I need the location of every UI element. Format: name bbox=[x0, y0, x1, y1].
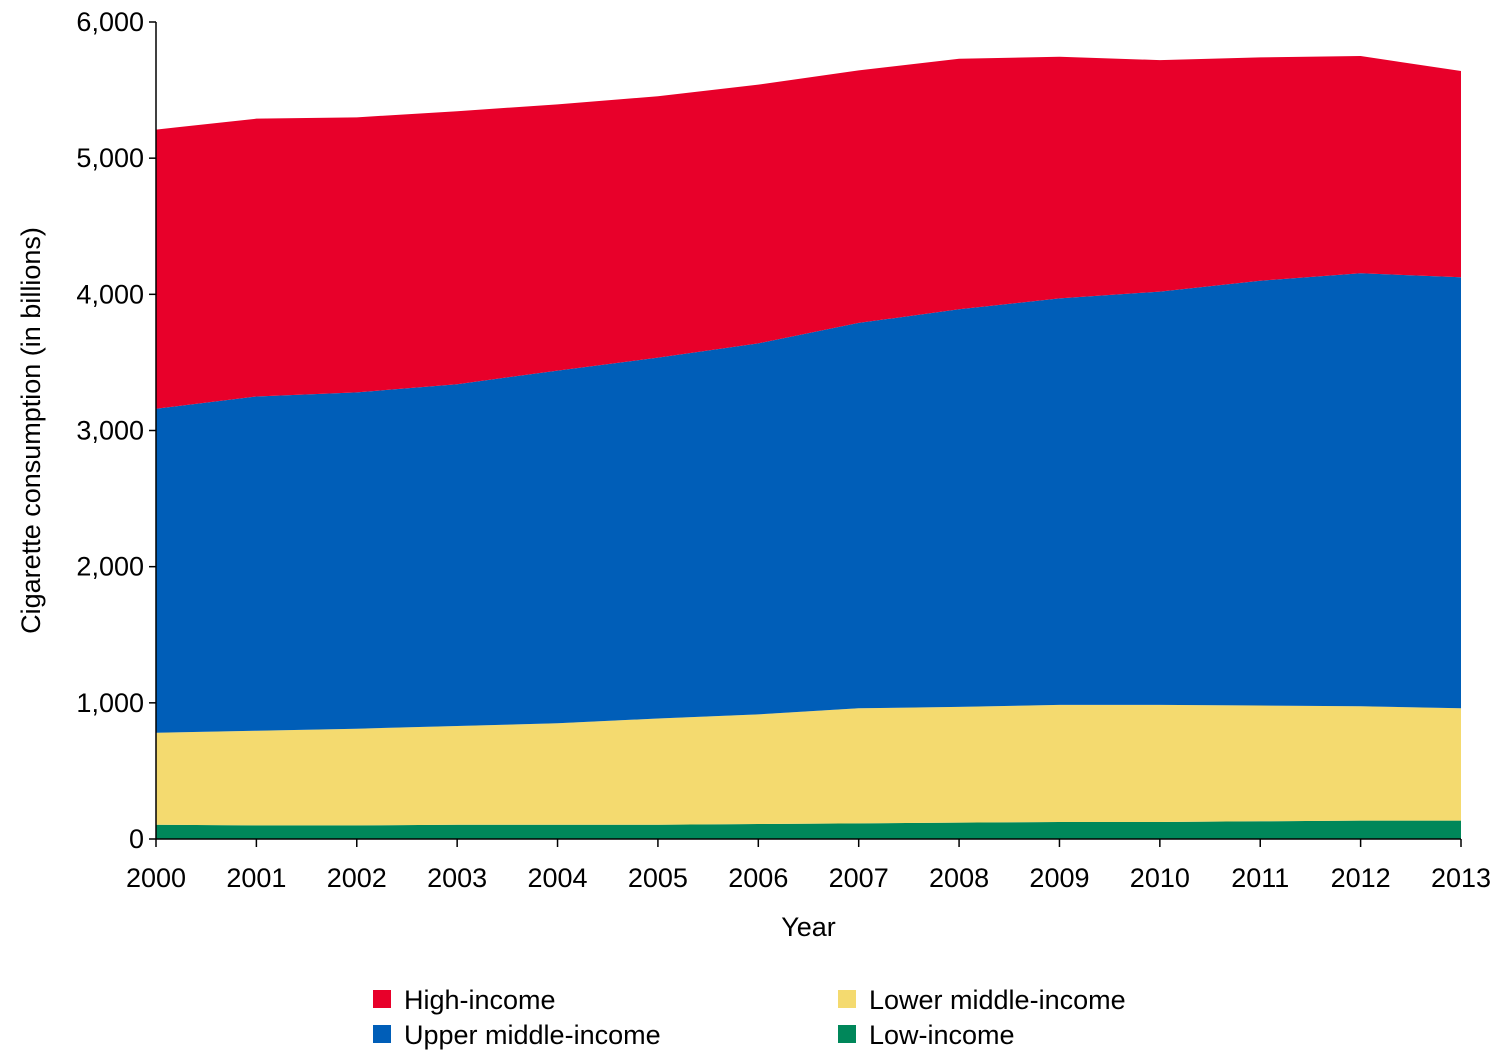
legend-label: Lower middle-income bbox=[869, 985, 1126, 1015]
x-tick-label: 2010 bbox=[1130, 863, 1190, 893]
x-tick-label: 2003 bbox=[427, 863, 487, 893]
y-tick-label: 5,000 bbox=[76, 143, 144, 173]
legend-label: Upper middle-income bbox=[404, 1020, 661, 1050]
area-series-group bbox=[156, 56, 1461, 839]
x-tick-label: 2004 bbox=[527, 863, 587, 893]
legend-item-high-income: High-income bbox=[373, 985, 556, 1015]
x-tick-label: 2008 bbox=[929, 863, 989, 893]
axes-group bbox=[149, 21, 1462, 847]
legend-swatch bbox=[373, 990, 391, 1008]
x-tick-label: 2009 bbox=[1029, 863, 1089, 893]
x-tick-label: 2011 bbox=[1231, 863, 1289, 893]
area-lower-middle-income bbox=[156, 704, 1461, 826]
y-tick-label: 6,000 bbox=[76, 7, 144, 37]
x-tick-label: 2012 bbox=[1331, 863, 1391, 893]
legend-swatch bbox=[838, 990, 856, 1008]
x-tick-label: 2005 bbox=[628, 863, 688, 893]
y-tick-label: 4,000 bbox=[76, 279, 144, 309]
y-tick-label: 3,000 bbox=[76, 416, 144, 446]
legend-swatch bbox=[373, 1025, 391, 1043]
x-tick-label: 2000 bbox=[126, 863, 186, 893]
x-axis-title: Year bbox=[781, 912, 836, 942]
y-tick-label: 2,000 bbox=[76, 552, 144, 582]
legend-swatch bbox=[838, 1025, 856, 1043]
y-axis-title: Cigarette consumption (in billions) bbox=[16, 227, 46, 634]
legend-label: High-income bbox=[404, 985, 556, 1015]
tick-labels-group: 0 1,000 2,000 3,000 4,000 5,000 6,000 2000 2001 2… bbox=[76, 7, 1491, 893]
y-tick-label: 1,000 bbox=[76, 688, 144, 718]
area-upper-middle-income bbox=[156, 273, 1461, 733]
x-tick-label: 2007 bbox=[829, 863, 889, 893]
legend-label: Low-income bbox=[869, 1020, 1015, 1050]
area-high-income bbox=[156, 56, 1461, 409]
legend-item-upper-middle-income: Upper middle-income bbox=[373, 1020, 661, 1050]
y-tick-label: 0 bbox=[129, 824, 144, 854]
area-low-income bbox=[156, 820, 1461, 839]
x-tick-label: 2013 bbox=[1431, 863, 1491, 893]
x-tick-label: 2006 bbox=[728, 863, 788, 893]
legend-item-lower-middle-income: Lower middle-income bbox=[838, 985, 1126, 1015]
legend-item-low-income: Low-income bbox=[838, 1020, 1015, 1050]
x-tick-label: 2002 bbox=[327, 863, 387, 893]
x-tick-label: 2001 bbox=[226, 863, 286, 893]
legend: High-income Lower middle-income Upper midd… bbox=[373, 985, 1126, 1050]
